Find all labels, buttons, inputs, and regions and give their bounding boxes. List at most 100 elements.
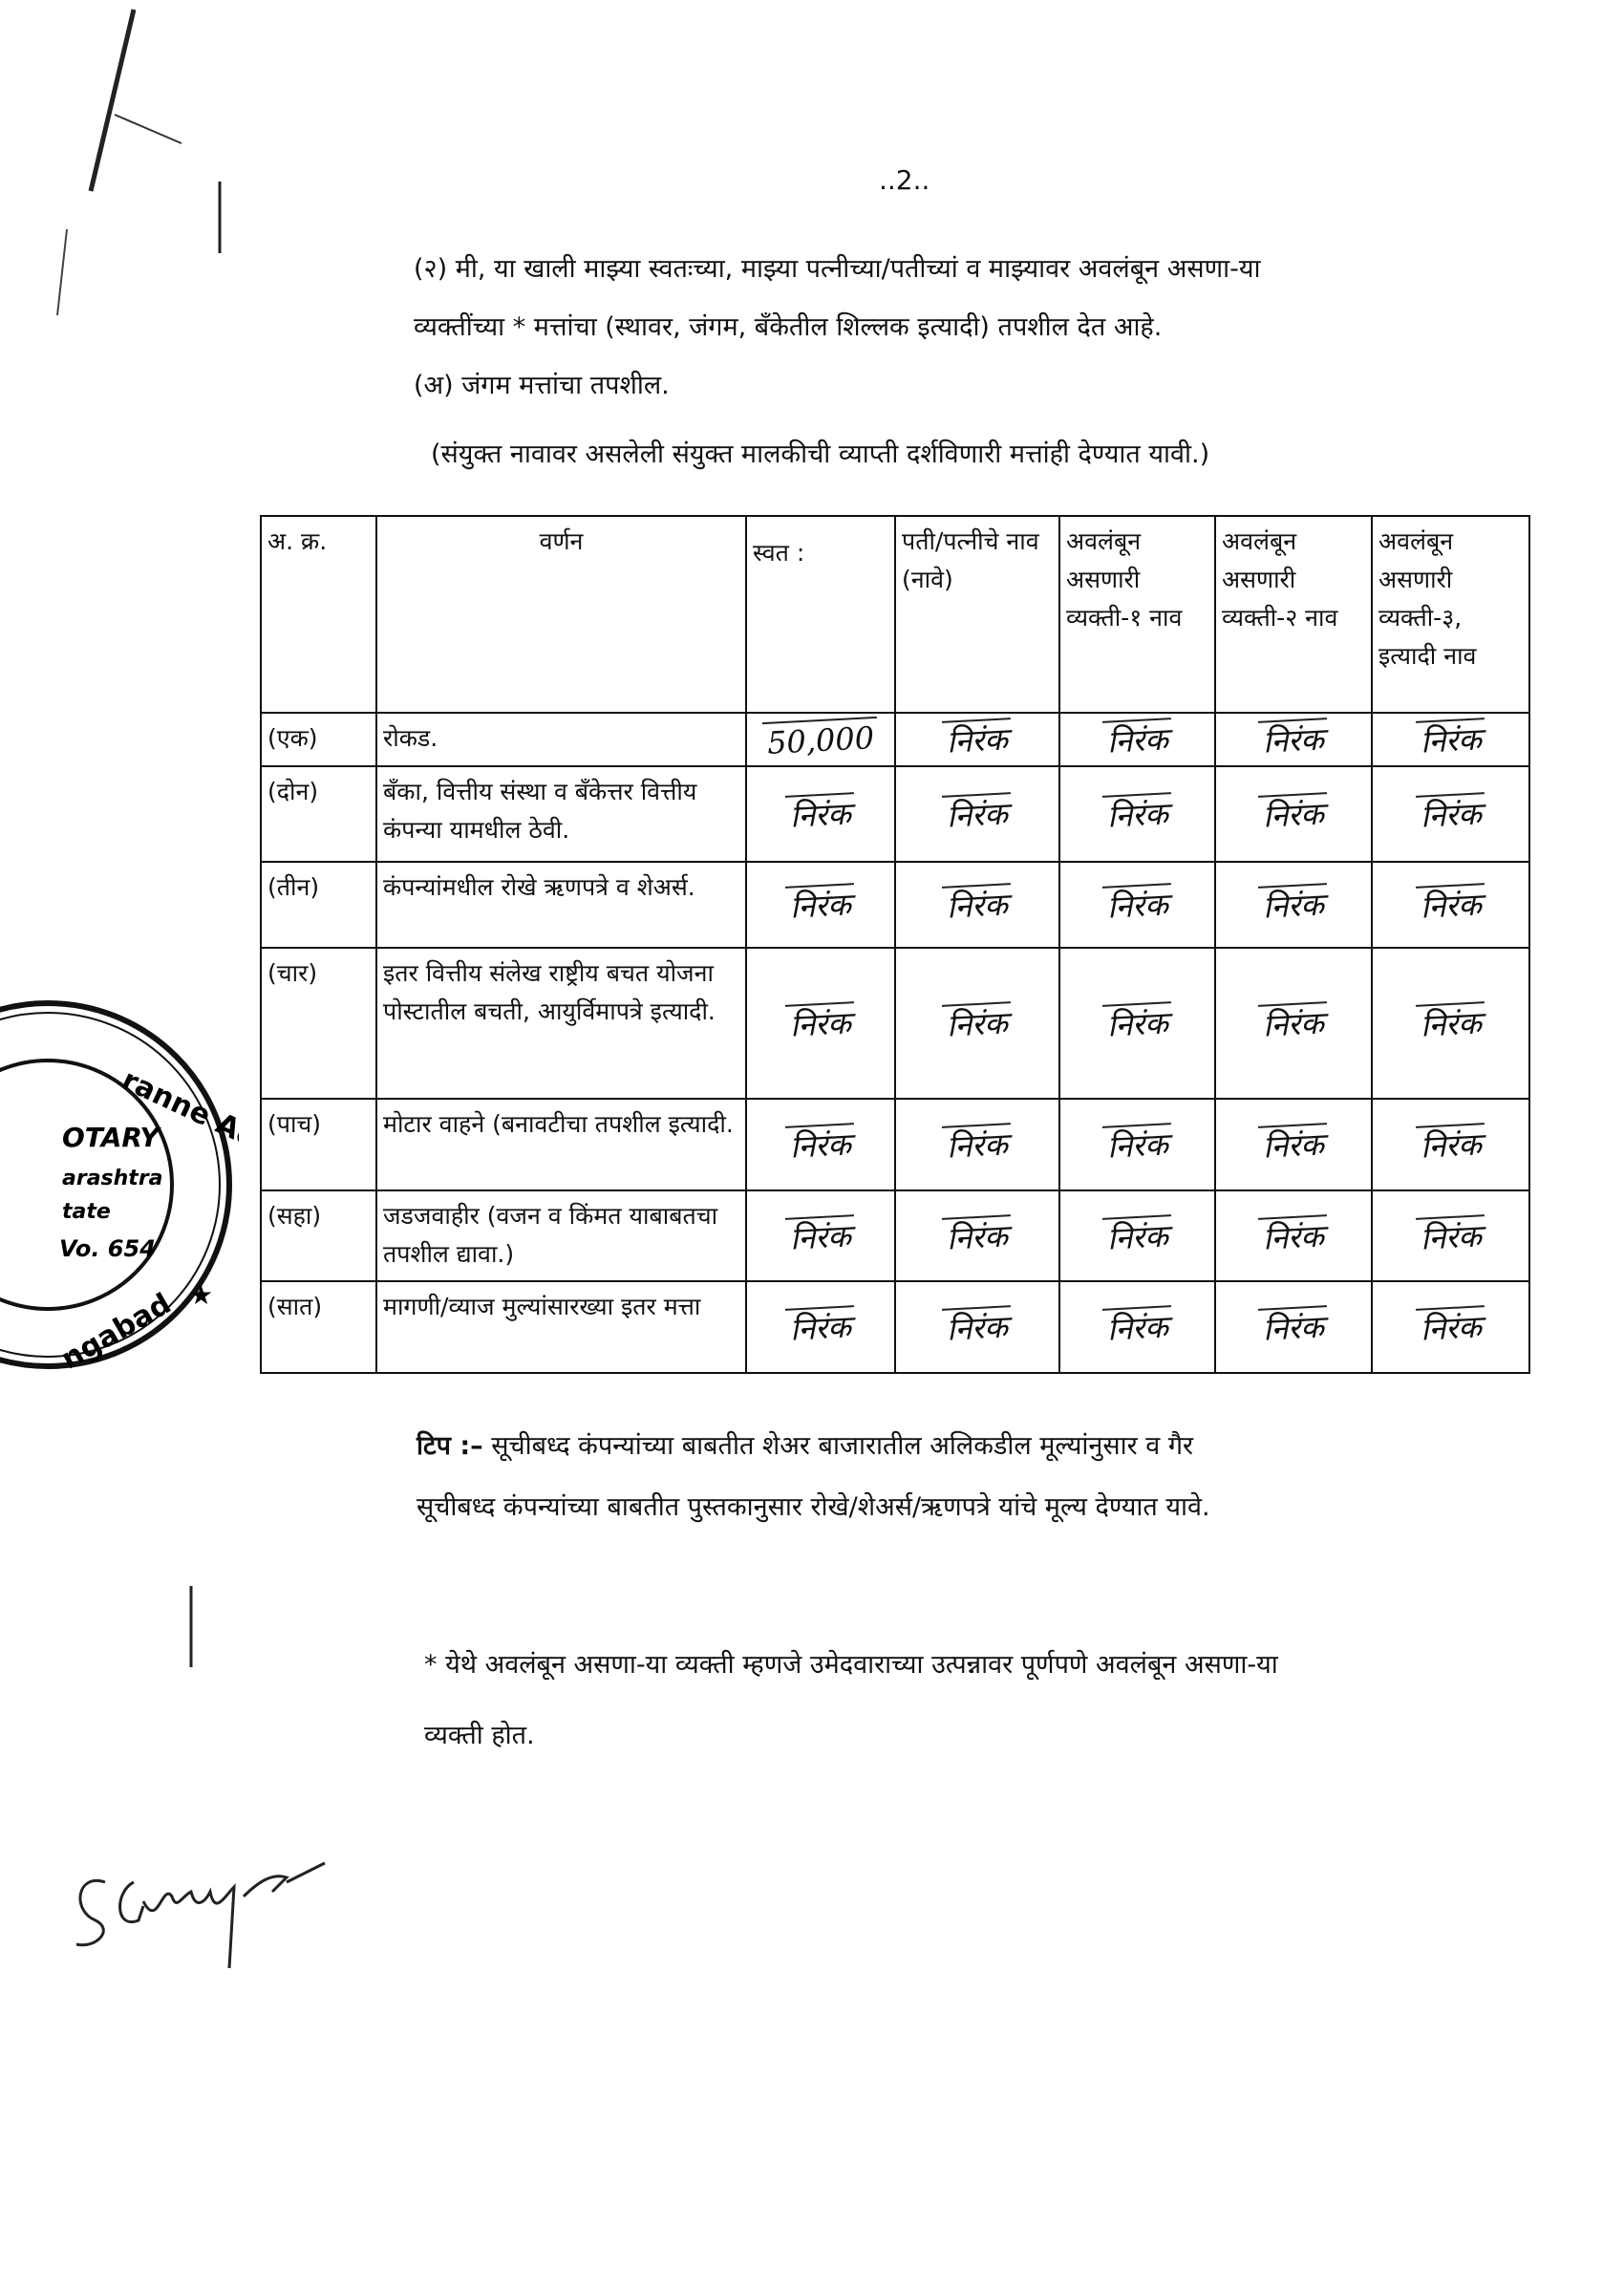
- svg-text:★: ★: [189, 1279, 213, 1311]
- handwritten-value: निरंक: [1258, 1001, 1329, 1045]
- table-row: (चार) इतर वित्तीय संलेख राष्ट्रीय बचत योज…: [260, 947, 1530, 1100]
- row-description: कंपन्यांमधील रोखे ऋणपत्रे व शेअर्स.: [375, 861, 747, 949]
- handwritten-value: निरंक: [1415, 792, 1486, 836]
- row-value-cell: निरंक: [894, 1189, 1060, 1282]
- table-header-row: अ. क्र. वर्णन स्वत : पती/पत्नीचे नाव (ना…: [260, 515, 1530, 714]
- row-value-cell: निरंक: [1214, 1189, 1373, 1282]
- handwritten-value: निरंक: [1415, 1305, 1486, 1349]
- handwritten-value: निरंक: [942, 718, 1013, 761]
- row-description: बँका, वित्तीय संस्था व बँकेत्तर वित्तीय …: [375, 765, 747, 863]
- row-value-cell: निरंक: [894, 947, 1060, 1100]
- intro-line-2: व्यक्तींच्या * मत्तांचा (स्थावर, जंगम, ब…: [414, 312, 1163, 342]
- svg-text:arashtra: arashtra: [62, 1167, 163, 1190]
- handwritten-value: निरंक: [785, 792, 856, 836]
- svg-text:OTARY: OTARY: [62, 1122, 161, 1153]
- handwritten-value: निरंक: [942, 1001, 1013, 1045]
- tip-text-1: सूचीबध्द कंपन्यांच्या बाबतीत शेअर बाजारा…: [491, 1431, 1194, 1461]
- row-value-cell: निरंक: [745, 1189, 896, 1282]
- handwritten-value: निरंक: [1258, 1305, 1329, 1349]
- header-dependent-2: अवलंबून असणारी व्यक्ती-२ नाव: [1214, 515, 1373, 714]
- row-serial: (सहा): [260, 1189, 377, 1282]
- row-description: मोटार वाहने (बनावटीचा तपशील इत्यादी.: [375, 1098, 747, 1191]
- handwritten-value: निरंक: [1258, 718, 1329, 761]
- handwritten-value: निरंक: [942, 883, 1013, 927]
- handwritten-value: निरंक: [1258, 1213, 1329, 1258]
- row-serial: (पाच): [260, 1098, 377, 1191]
- table-row: (सात) मागणी/व्याज मुल्यांसारख्या इतर मत्त…: [260, 1280, 1530, 1374]
- handwritten-value: निरंक: [785, 1123, 856, 1167]
- table-row: (पाच) मोटार वाहने (बनावटीचा तपशील इत्यादी…: [260, 1098, 1530, 1191]
- row-serial: (दोन): [260, 765, 377, 863]
- row-value-cell: निरंक: [1214, 947, 1373, 1100]
- table-row: (सहा) जडजवाहीर (वजन व किंमत याबाबतचा तपशी…: [260, 1189, 1530, 1282]
- handwritten-value: निरंक: [1101, 792, 1173, 836]
- handwritten-value: निरंक: [942, 792, 1013, 836]
- movable-assets-table: अ. क्र. वर्णन स्वत : पती/पत्नीचे नाव (ना…: [260, 515, 1530, 1374]
- handwritten-value: निरंक: [1415, 1001, 1486, 1045]
- handwritten-value: निरंक: [1258, 1123, 1329, 1167]
- header-self: स्वत :: [745, 515, 896, 714]
- header-serial: अ. क्र.: [260, 515, 377, 714]
- row-value-cell: निरंक: [745, 947, 896, 1100]
- row-value-cell: निरंक: [1058, 712, 1216, 767]
- row-description: रोकड.: [375, 712, 747, 767]
- handwritten-value: निरंक: [1101, 718, 1173, 761]
- row-serial: (चार): [260, 947, 377, 1100]
- handwritten-value: निरंक: [1258, 883, 1329, 927]
- page-number: ..2..: [879, 164, 930, 196]
- handwritten-value: निरंक: [1415, 718, 1486, 761]
- tip-line-1: टिप :– सूचीबध्द कंपन्यांच्या बाबतीत शेअर…: [417, 1429, 1544, 1464]
- row-value-cell: निरंक: [894, 712, 1060, 767]
- row-serial: (तीन): [260, 861, 377, 949]
- row-value-cell: निरंक: [894, 1280, 1060, 1374]
- row-serial: (एक): [260, 712, 377, 767]
- row-value-cell: निरंक: [894, 1098, 1060, 1191]
- handwritten-value: निरंक: [785, 1001, 856, 1045]
- handwritten-value: निरंक: [1101, 1305, 1173, 1349]
- handwritten-value: निरंक: [1101, 1123, 1173, 1167]
- row-value-cell: 50,000: [745, 712, 896, 767]
- tip-line-2: सूचीबध्द कंपन्यांच्या बाबतीत पुस्तकानुसा…: [417, 1492, 1210, 1522]
- footnote-line-2: व्यक्ती होत.: [424, 1721, 535, 1750]
- signature: [75, 1861, 326, 1968]
- row-value-cell: निरंक: [894, 861, 1060, 949]
- row-value-cell: निरंक: [1371, 1280, 1530, 1374]
- row-value-cell: निरंक: [745, 861, 896, 949]
- row-value-cell: निरंक: [1058, 861, 1216, 949]
- table-row: (एक) रोकड. 50,000 निरंक निरंक निरंक निरंक: [260, 712, 1530, 767]
- header-dependent-3: अवलंबून असणारी व्यक्ती-३, इत्यादी नाव: [1371, 515, 1530, 714]
- row-value-cell: निरंक: [1371, 712, 1530, 767]
- row-value-cell: निरंक: [1058, 1189, 1216, 1282]
- row-value-cell: निरंक: [1371, 1189, 1530, 1282]
- handwritten-value: निरंक: [1101, 1213, 1173, 1258]
- notary-stamp: ranne Advocate ★ ngabad OTARY arashtra t…: [0, 1000, 239, 1376]
- handwritten-value: निरंक: [942, 1305, 1013, 1349]
- table-row: (तीन) कंपन्यांमधील रोखे ऋणपत्रे व शेअर्स.…: [260, 861, 1530, 949]
- header-dependent-1: अवलंबून असणारी व्यक्ती-१ नाव: [1058, 515, 1216, 714]
- handwritten-value: निरंक: [1258, 792, 1329, 836]
- row-description: मागणी/व्याज मुल्यांसारख्या इतर मत्ता: [375, 1280, 747, 1374]
- handwritten-value: निरंक: [942, 1213, 1013, 1258]
- row-value-cell: निरंक: [1214, 1098, 1373, 1191]
- row-value-cell: निरंक: [1214, 765, 1373, 863]
- tip-label: टिप :–: [417, 1431, 483, 1461]
- row-value-cell: निरंक: [1214, 712, 1373, 767]
- intro-line-3: (अ) जंगम मत्तांचा तपशील.: [414, 371, 670, 400]
- row-value-cell: निरंक: [745, 765, 896, 863]
- handwritten-value: निरंक: [785, 1213, 856, 1258]
- header-description: वर्णन: [375, 515, 747, 714]
- header-spouse: पती/पत्नीचे नाव (नावे): [894, 515, 1060, 714]
- row-value-cell: निरंक: [1371, 765, 1530, 863]
- handwritten-value: निरंक: [1415, 1123, 1486, 1167]
- row-value-cell: निरंक: [1058, 947, 1216, 1100]
- row-value-cell: निरंक: [1058, 1098, 1216, 1191]
- row-value-cell: निरंक: [894, 765, 1060, 863]
- handwritten-value: निरंक: [942, 1123, 1013, 1167]
- row-value-cell: निरंक: [1371, 1098, 1530, 1191]
- intro-line-1: (२) मी, या खाली माझ्या स्वतःच्या, माझ्या…: [414, 254, 1261, 284]
- row-value-cell: निरंक: [1058, 765, 1216, 863]
- handwritten-value: 50,000: [761, 716, 880, 763]
- row-value-cell: निरंक: [745, 1098, 896, 1191]
- row-value-cell: निरंक: [1214, 861, 1373, 949]
- table-row: (दोन) बँका, वित्तीय संस्था व बँकेत्तर वित…: [260, 765, 1530, 863]
